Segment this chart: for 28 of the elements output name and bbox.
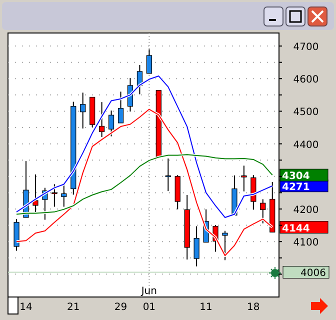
data-label: 4144 — [282, 223, 310, 234]
x-tick-label: 14 — [20, 302, 32, 313]
candlestick — [146, 48, 152, 74]
data-label: 4271 — [282, 182, 310, 193]
candlestick — [194, 226, 200, 267]
candlestick — [118, 91, 124, 124]
x-tick-label: 21 — [67, 302, 80, 313]
x-tick-label: 29 — [114, 302, 128, 313]
candlestick — [80, 92, 86, 129]
candlestick — [165, 158, 171, 192]
candlestick — [241, 165, 247, 192]
candlestick — [108, 110, 114, 137]
candlestick — [61, 184, 67, 208]
ref-line-label: 4006 — [300, 268, 326, 280]
candlestick — [222, 230, 228, 261]
x-tick-label: 01 — [142, 302, 156, 313]
candlestick — [52, 184, 58, 208]
y-tick-label: 4200 — [293, 205, 319, 216]
x-tick-label: 18 — [247, 302, 260, 313]
y-tick-label: 4500 — [293, 107, 319, 118]
y-tick-label: 4700 — [293, 42, 319, 54]
y-tick-label: 4600 — [293, 74, 319, 86]
data-label: 4304 — [282, 171, 310, 182]
x-tick-label: 11 — [200, 302, 212, 313]
y-tick-label: 4400 — [293, 140, 319, 151]
y-tick-label: 4100 — [293, 238, 319, 249]
annotation: Jun — [140, 286, 157, 297]
candlestick — [260, 198, 266, 224]
